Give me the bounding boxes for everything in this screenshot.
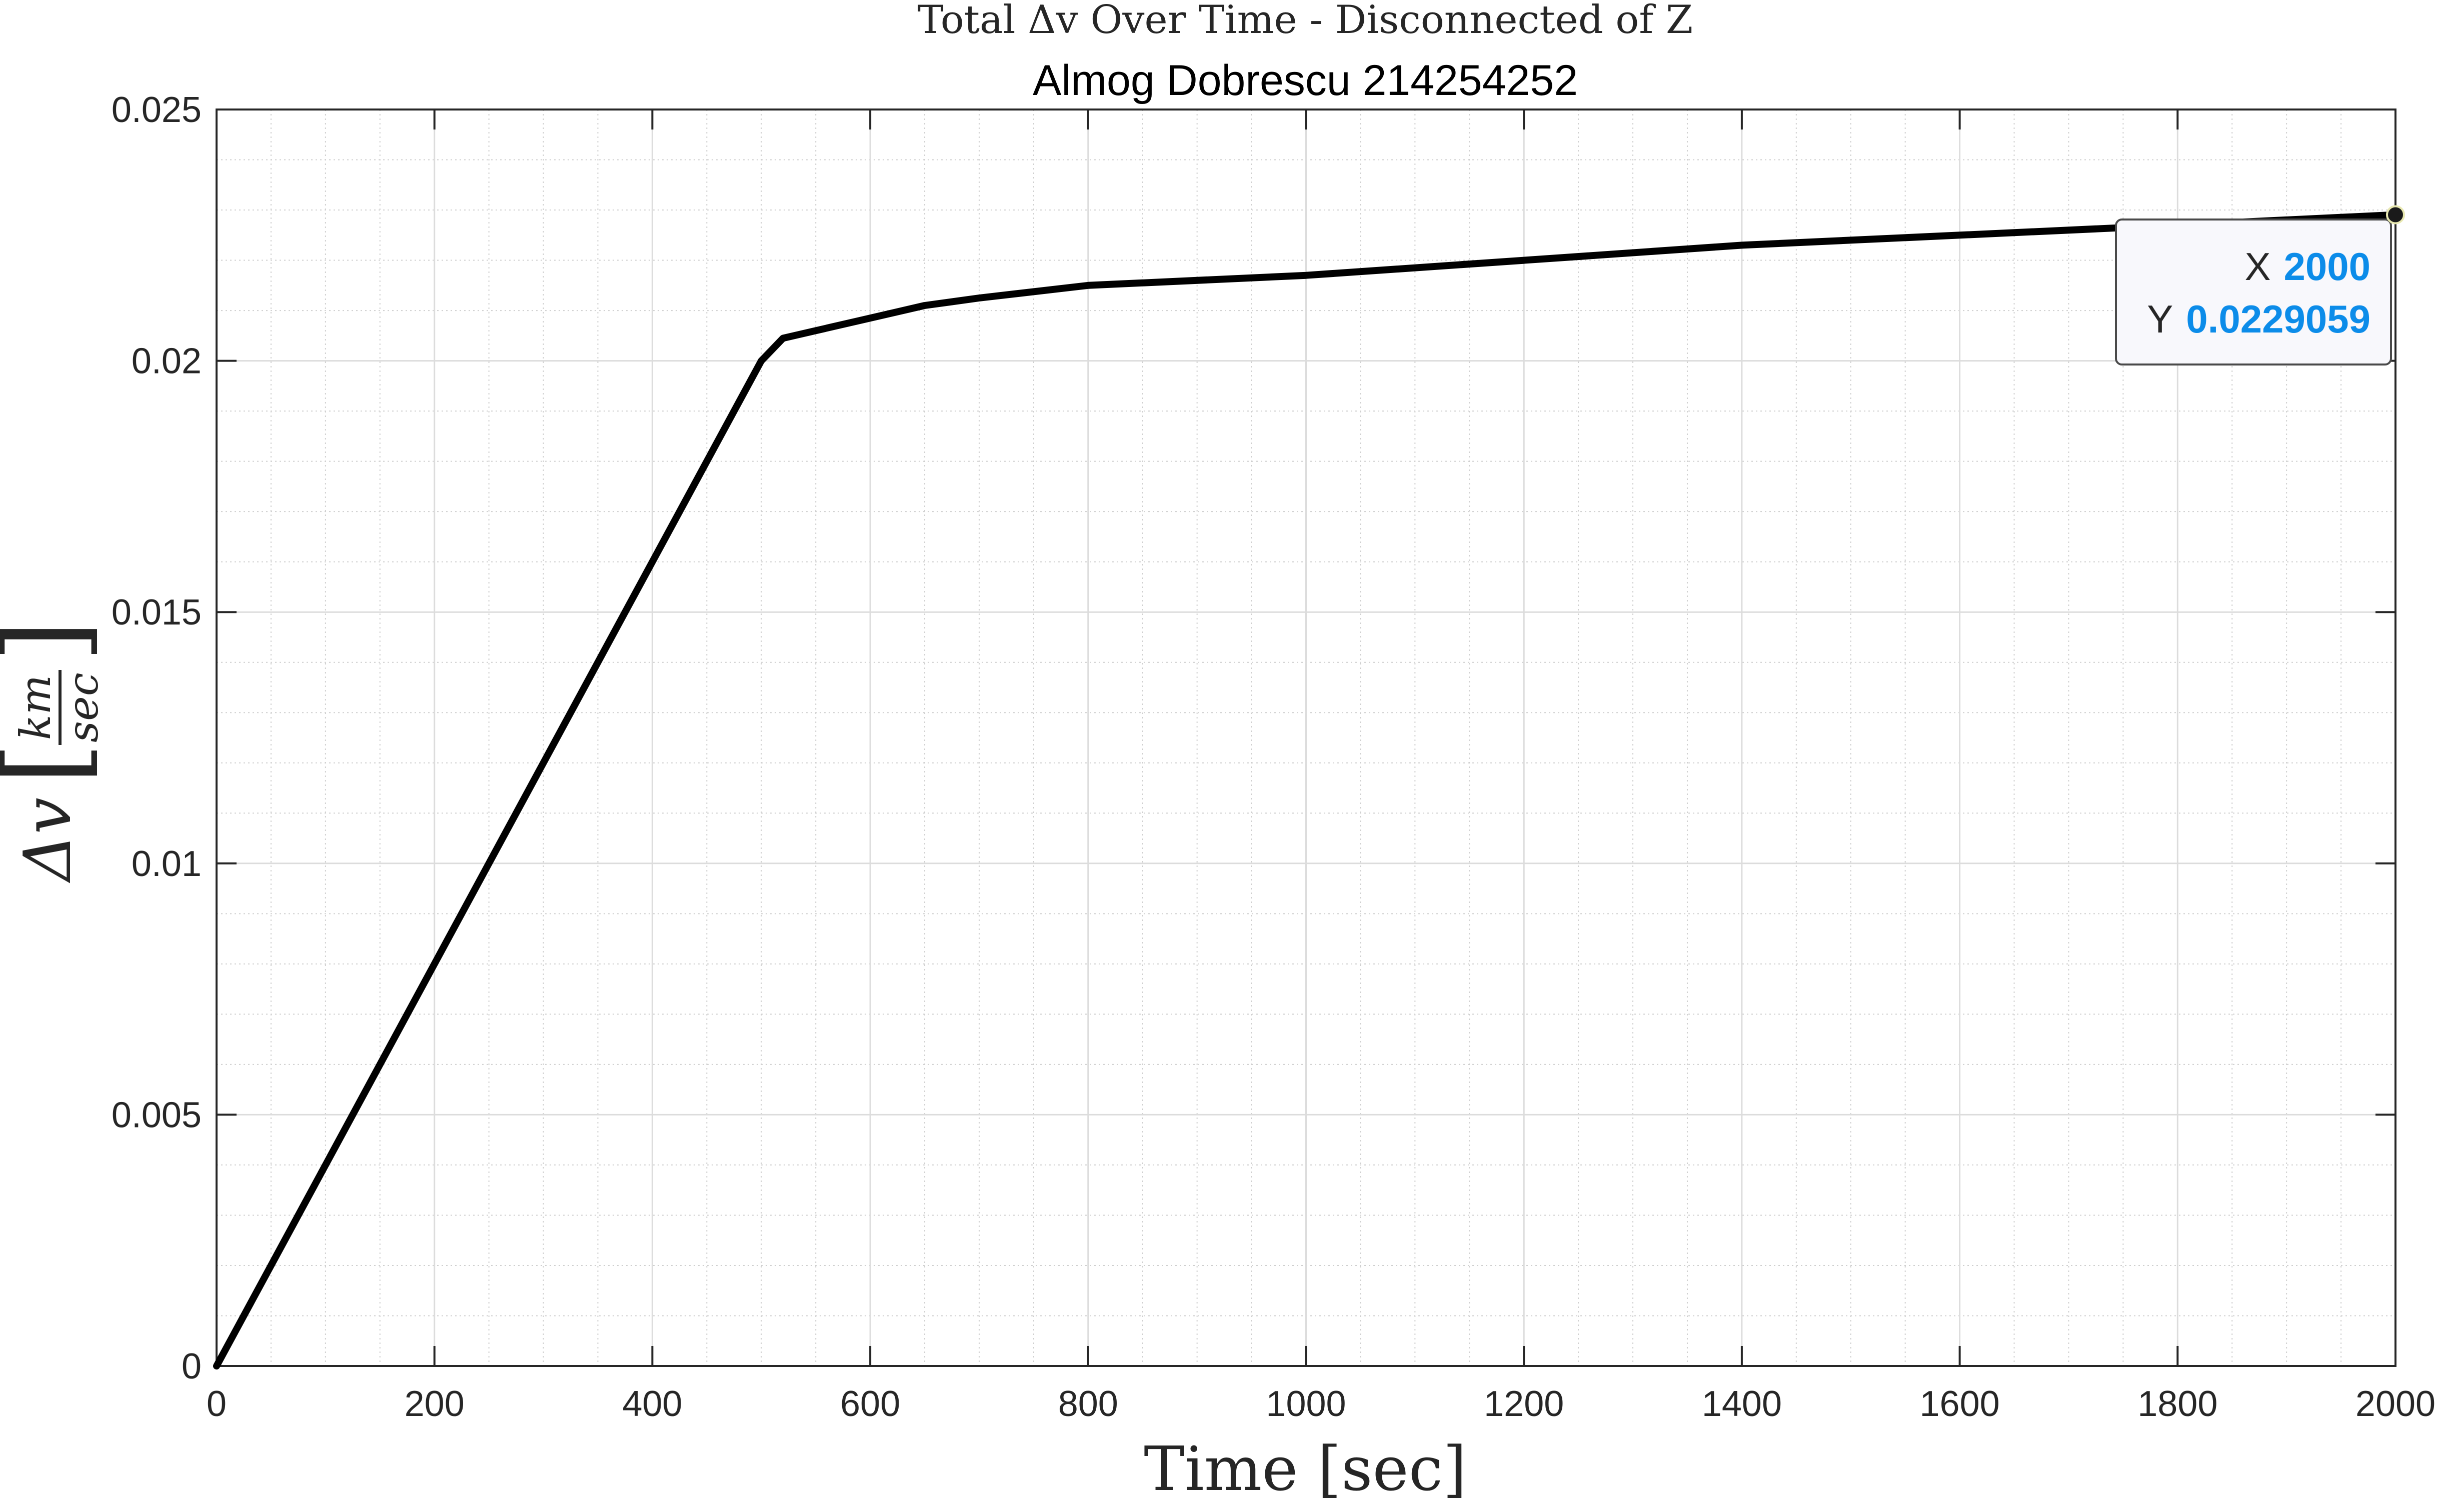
- x-tick-label: 1600: [1920, 1384, 2000, 1424]
- x-tick-label: 200: [405, 1384, 465, 1424]
- x-tick-label: 1800: [2137, 1384, 2217, 1424]
- x-tick-label: 800: [1058, 1384, 1118, 1424]
- y-tick-labels: 0 0.005 0.01 0.015 0.02 0.025: [112, 90, 202, 1386]
- datatip-box: [2115, 218, 2392, 366]
- y-axis-label: Δv [ km sec ]: [0, 620, 109, 884]
- y-tick-label: 0: [182, 1346, 202, 1386]
- series-line: [213, 211, 2399, 1370]
- datatip-marker: [2386, 205, 2405, 224]
- datatip-y-value: 0.0229059: [2186, 297, 2370, 341]
- y-axis-unit-numerator: km: [11, 675, 60, 740]
- x-tick-label: 600: [840, 1384, 900, 1424]
- y-axis-bracket-left: [: [0, 742, 109, 785]
- y-tick-label: 0.025: [112, 90, 202, 130]
- x-tick-label: 1400: [1702, 1384, 1782, 1424]
- y-tick-label: 0.005: [112, 1095, 202, 1135]
- x-axis-label: Time [sec]: [1144, 1434, 1466, 1504]
- y-tick-label: 0.01: [132, 844, 202, 884]
- datatip-x-row: X 2000: [2244, 244, 2370, 288]
- datatip-y-label: Y: [2147, 297, 2173, 341]
- y-tick-label: 0.02: [132, 342, 202, 382]
- y-axis-symbol: Δv: [10, 798, 86, 884]
- y-tick-label: 0.015: [112, 592, 202, 632]
- x-tick-label: 0: [207, 1384, 227, 1424]
- chart-subtitle: Almog Dobrescu 214254252: [1033, 56, 1578, 104]
- axis-ticks: [216, 108, 2396, 1367]
- x-tick-label: 1200: [1484, 1384, 1564, 1424]
- y-axis-unit-denominator: sec: [59, 672, 108, 742]
- datatip[interactable]: X 2000 Y 0.0229059: [2115, 205, 2405, 366]
- x-tick-label: 400: [622, 1384, 682, 1424]
- x-tick-label: 1000: [1266, 1384, 1346, 1424]
- y-axis-bracket-right: ]: [0, 620, 109, 662]
- datatip-x-label: X: [2244, 244, 2270, 288]
- datatip-y-row: Y 0.0229059: [2147, 297, 2370, 341]
- chart-title: Total Δv Over Time - Disconnected of Z: [918, 0, 1693, 42]
- datatip-x-value: 2000: [2283, 244, 2370, 288]
- x-tick-labels: 0 200 400 600 800 1000 1200 1400 1600 1800 2000: [207, 1384, 2435, 1424]
- x-tick-label: 2000: [2355, 1384, 2435, 1424]
